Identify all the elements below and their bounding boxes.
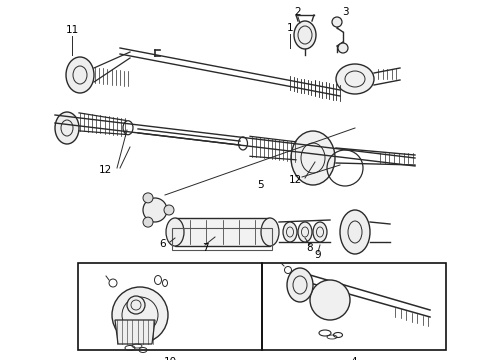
Circle shape <box>338 43 348 53</box>
Ellipse shape <box>336 64 374 94</box>
Ellipse shape <box>283 222 297 242</box>
Bar <box>172 228 272 250</box>
Text: 4: 4 <box>351 357 357 360</box>
Ellipse shape <box>261 218 279 246</box>
Text: 3: 3 <box>342 7 348 17</box>
Bar <box>175 218 270 246</box>
Ellipse shape <box>166 218 184 246</box>
Text: 9: 9 <box>315 250 321 260</box>
Text: 8: 8 <box>307 243 313 253</box>
Bar <box>262 263 446 350</box>
Ellipse shape <box>294 21 316 49</box>
Text: 7: 7 <box>202 243 208 253</box>
Circle shape <box>164 205 174 215</box>
Ellipse shape <box>66 57 94 93</box>
Circle shape <box>112 287 168 343</box>
Text: 10: 10 <box>164 357 176 360</box>
Bar <box>78 263 262 350</box>
Text: 1: 1 <box>287 23 294 33</box>
Polygon shape <box>115 320 155 344</box>
Circle shape <box>143 198 167 222</box>
Ellipse shape <box>298 222 312 242</box>
Ellipse shape <box>287 268 313 302</box>
Ellipse shape <box>313 222 327 242</box>
Ellipse shape <box>291 131 335 185</box>
Circle shape <box>143 193 153 203</box>
Circle shape <box>143 217 153 227</box>
Circle shape <box>332 17 342 27</box>
Text: 6: 6 <box>160 239 166 249</box>
Text: 12: 12 <box>98 165 112 175</box>
Text: 11: 11 <box>65 25 78 35</box>
Text: 12: 12 <box>289 175 302 185</box>
Circle shape <box>310 280 350 320</box>
Ellipse shape <box>55 112 79 144</box>
Text: 5: 5 <box>257 180 263 190</box>
Text: 2: 2 <box>294 7 301 17</box>
Ellipse shape <box>127 296 145 314</box>
Ellipse shape <box>340 210 370 254</box>
